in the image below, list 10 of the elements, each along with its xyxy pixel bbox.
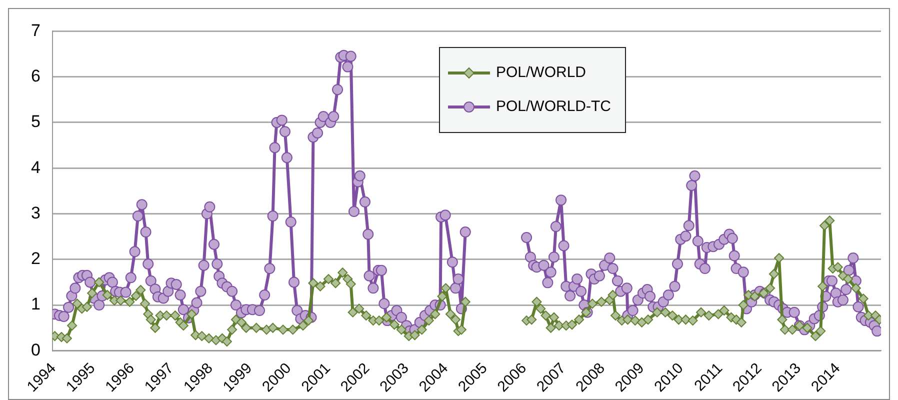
y-tick-label: 6 — [30, 66, 40, 86]
y-tick-label: 7 — [30, 20, 40, 40]
y-tick-label: 3 — [30, 203, 40, 222]
y-tick-label: 5 — [30, 112, 40, 132]
y-tick-label: 2 — [30, 249, 40, 268]
y-tick-label: 1 — [30, 294, 40, 314]
y-tick-label: 4 — [30, 158, 40, 177]
legend-label: POL/WORLD-TC — [496, 98, 612, 115]
y-tick-label: 0 — [30, 340, 40, 360]
legend-label: POL/WORLD — [496, 64, 586, 81]
